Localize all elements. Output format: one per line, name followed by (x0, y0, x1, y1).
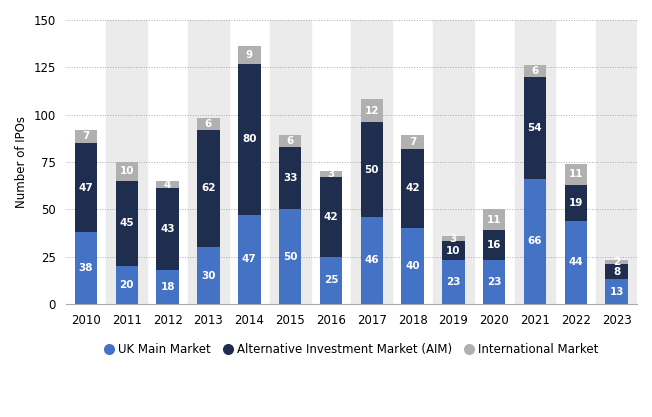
Bar (270, 20, 310, 304)
Text: 46: 46 (364, 255, 379, 265)
Text: 18: 18 (160, 282, 175, 292)
Text: 10: 10 (119, 166, 134, 176)
Text: 13: 13 (610, 286, 624, 296)
Bar (483, 209, 505, 230)
Bar (198, 118, 220, 130)
Text: 6: 6 (286, 136, 294, 146)
Bar (319, 171, 342, 177)
Bar (115, 266, 138, 304)
Bar (75, 143, 97, 232)
Bar (433, 20, 474, 304)
Text: 7: 7 (82, 131, 90, 141)
Text: 2: 2 (613, 257, 620, 267)
Bar (442, 236, 465, 241)
Bar (279, 209, 301, 304)
Bar (361, 217, 383, 304)
Text: 19: 19 (569, 198, 583, 208)
Text: 3: 3 (450, 234, 457, 244)
Text: 20: 20 (119, 280, 134, 290)
Text: 47: 47 (242, 254, 257, 264)
Bar (238, 63, 261, 215)
Text: 62: 62 (201, 183, 216, 193)
Text: 80: 80 (242, 134, 256, 144)
Bar (524, 179, 546, 304)
Bar (442, 260, 465, 304)
Bar (605, 279, 628, 304)
Bar (115, 162, 138, 181)
Bar (198, 247, 220, 304)
Bar (361, 122, 383, 217)
Text: 50: 50 (364, 165, 379, 175)
Text: 3: 3 (327, 169, 334, 179)
Bar (279, 147, 301, 209)
Bar (596, 20, 637, 304)
Text: 11: 11 (487, 215, 501, 225)
Text: 47: 47 (79, 183, 93, 193)
Bar (188, 20, 229, 304)
Bar (524, 77, 546, 179)
Text: 38: 38 (79, 263, 93, 273)
Text: 11: 11 (569, 169, 583, 179)
Bar (402, 136, 424, 149)
Bar (483, 230, 505, 260)
Text: 23: 23 (446, 277, 460, 287)
Text: 16: 16 (487, 240, 501, 250)
Bar (279, 136, 301, 147)
Text: 42: 42 (323, 212, 338, 222)
Bar (565, 185, 587, 221)
Bar (238, 47, 261, 63)
Bar (402, 228, 424, 304)
Bar (319, 177, 342, 256)
Text: 40: 40 (406, 261, 420, 271)
Bar (605, 264, 628, 279)
Bar (75, 130, 97, 143)
Text: 4: 4 (164, 180, 171, 190)
Text: 10: 10 (446, 246, 460, 256)
Bar (156, 188, 179, 270)
Text: 33: 33 (283, 173, 297, 183)
Text: 43: 43 (160, 224, 175, 234)
Bar (442, 241, 465, 260)
Bar (565, 221, 587, 304)
Text: 7: 7 (409, 137, 416, 147)
Text: 25: 25 (323, 275, 338, 285)
Bar (402, 149, 424, 228)
Text: 12: 12 (364, 106, 379, 116)
Text: 6: 6 (205, 119, 212, 129)
Bar (605, 260, 628, 264)
Text: 9: 9 (246, 50, 253, 60)
Text: 54: 54 (527, 123, 542, 133)
Bar (156, 181, 179, 188)
Bar (483, 260, 505, 304)
Bar (319, 256, 342, 304)
Text: 30: 30 (201, 271, 216, 281)
Bar (106, 20, 147, 304)
Text: 42: 42 (406, 183, 420, 193)
Text: 50: 50 (283, 251, 297, 261)
Bar (198, 130, 220, 247)
Y-axis label: Number of IPOs: Number of IPOs (15, 116, 28, 208)
Text: 66: 66 (527, 236, 542, 246)
Bar (351, 20, 392, 304)
Text: 44: 44 (569, 257, 583, 267)
Text: 8: 8 (613, 267, 620, 277)
Bar (75, 232, 97, 304)
Bar (238, 215, 261, 304)
Text: 23: 23 (487, 277, 501, 287)
Text: 45: 45 (119, 219, 134, 229)
Legend: UK Main Market, Alternative Investment Market (AIM), International Market: UK Main Market, Alternative Investment M… (99, 338, 603, 360)
Bar (115, 181, 138, 266)
Bar (514, 20, 556, 304)
Text: 6: 6 (531, 66, 539, 76)
Bar (361, 100, 383, 122)
Bar (524, 65, 546, 77)
Bar (156, 270, 179, 304)
Bar (565, 164, 587, 185)
